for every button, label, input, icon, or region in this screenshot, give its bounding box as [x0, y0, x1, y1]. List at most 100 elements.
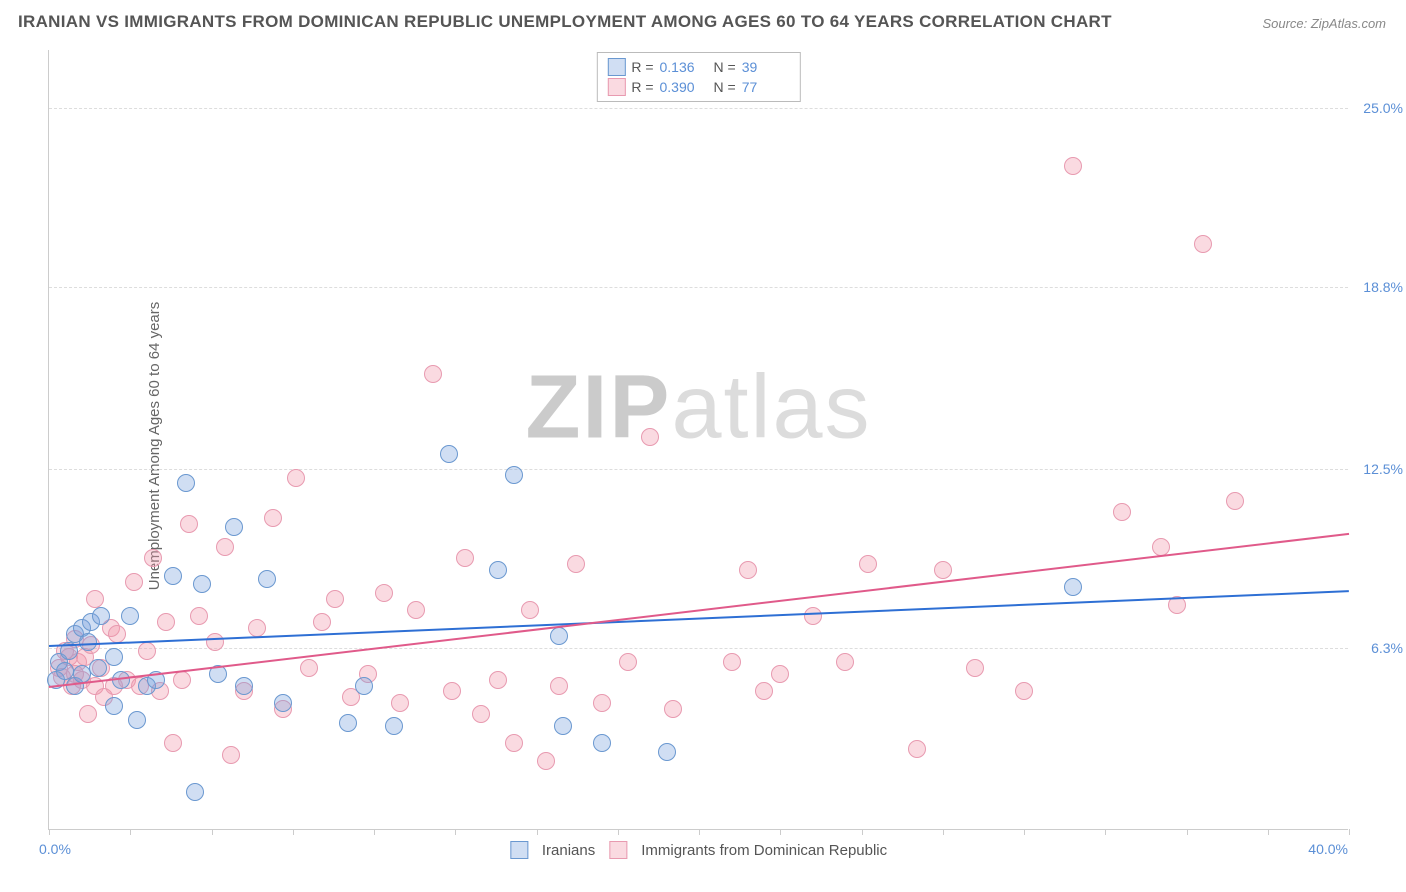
scatter-point-series2	[287, 469, 305, 487]
swatch-series2-icon	[607, 78, 625, 96]
legend-swatch-series1-icon	[510, 841, 528, 859]
scatter-point-series2	[144, 549, 162, 567]
scatter-point-series2	[1226, 492, 1244, 510]
x-tick	[1349, 829, 1350, 835]
scatter-point-series2	[222, 746, 240, 764]
legend: Iranians Immigrants from Dominican Repub…	[510, 841, 887, 859]
scatter-point-series2	[836, 653, 854, 671]
source-label: Source: ZipAtlas.com	[1262, 16, 1386, 31]
plot-area: ZIPatlas R = 0.136 N = 39 R = 0.390 N = …	[48, 50, 1348, 830]
scatter-point-series1	[225, 518, 243, 536]
scatter-point-series2	[934, 561, 952, 579]
scatter-point-series1	[105, 648, 123, 666]
gridline	[49, 469, 1348, 470]
scatter-point-series1	[355, 677, 373, 695]
scatter-point-series1	[505, 466, 523, 484]
scatter-point-series2	[79, 705, 97, 723]
scatter-point-series2	[771, 665, 789, 683]
scatter-point-series1	[489, 561, 507, 579]
scatter-point-series2	[859, 555, 877, 573]
gridline	[49, 648, 1348, 649]
scatter-point-series2	[1194, 235, 1212, 253]
x-tick	[130, 829, 131, 835]
scatter-point-series2	[407, 601, 425, 619]
scatter-point-series2	[593, 694, 611, 712]
scatter-point-series2	[173, 671, 191, 689]
scatter-point-series2	[966, 659, 984, 677]
stats-row-2: R = 0.390 N = 77	[607, 77, 789, 97]
scatter-point-series1	[593, 734, 611, 752]
x-tick	[780, 829, 781, 835]
scatter-point-series1	[339, 714, 357, 732]
scatter-point-series2	[300, 659, 318, 677]
scatter-point-series2	[264, 509, 282, 527]
scatter-point-series2	[804, 607, 822, 625]
scatter-point-series2	[248, 619, 266, 637]
scatter-point-series2	[755, 682, 773, 700]
x-tick	[618, 829, 619, 835]
scatter-point-series1	[177, 474, 195, 492]
scatter-point-series2	[619, 653, 637, 671]
x-tick	[1268, 829, 1269, 835]
scatter-point-series2	[138, 642, 156, 660]
trendline-series2	[49, 532, 1349, 687]
legend-label-series1: Iranians	[542, 842, 595, 859]
scatter-point-series2	[108, 625, 126, 643]
trendline-series1	[49, 590, 1349, 647]
x-axis-start-label: 0.0%	[39, 841, 71, 857]
scatter-point-series1	[186, 783, 204, 801]
scatter-point-series1	[274, 694, 292, 712]
x-tick	[862, 829, 863, 835]
chart-title: IRANIAN VS IMMIGRANTS FROM DOMINICAN REP…	[18, 12, 1112, 32]
scatter-point-series2	[216, 538, 234, 556]
scatter-point-series1	[128, 711, 146, 729]
watermark: ZIPatlas	[525, 357, 871, 460]
scatter-point-series1	[89, 659, 107, 677]
scatter-point-series1	[440, 445, 458, 463]
scatter-point-series2	[550, 677, 568, 695]
scatter-point-series1	[550, 627, 568, 645]
scatter-point-series1	[1064, 578, 1082, 596]
scatter-point-series2	[125, 573, 143, 591]
scatter-point-series1	[554, 717, 572, 735]
y-tick-label: 6.3%	[1371, 640, 1403, 656]
scatter-point-series2	[472, 705, 490, 723]
gridline	[49, 108, 1348, 109]
x-tick	[49, 829, 50, 835]
scatter-point-series2	[456, 549, 474, 567]
y-tick-label: 25.0%	[1363, 100, 1403, 116]
scatter-point-series2	[723, 653, 741, 671]
scatter-point-series2	[157, 613, 175, 631]
x-tick	[293, 829, 294, 835]
scatter-point-series2	[443, 682, 461, 700]
scatter-point-series1	[92, 607, 110, 625]
scatter-point-series2	[313, 613, 331, 631]
scatter-point-series2	[190, 607, 208, 625]
scatter-point-series2	[739, 561, 757, 579]
stats-box: R = 0.136 N = 39 R = 0.390 N = 77	[596, 52, 800, 102]
x-tick	[455, 829, 456, 835]
x-tick	[699, 829, 700, 835]
scatter-point-series2	[1064, 157, 1082, 175]
scatter-point-series2	[375, 584, 393, 602]
scatter-point-series2	[86, 590, 104, 608]
y-tick-label: 12.5%	[1363, 461, 1403, 477]
scatter-point-series2	[567, 555, 585, 573]
scatter-point-series2	[537, 752, 555, 770]
scatter-point-series2	[391, 694, 409, 712]
scatter-point-series1	[235, 677, 253, 695]
swatch-series1-icon	[607, 58, 625, 76]
legend-swatch-series2-icon	[609, 841, 627, 859]
gridline	[49, 287, 1348, 288]
scatter-point-series2	[206, 633, 224, 651]
scatter-point-series1	[164, 567, 182, 585]
x-tick	[212, 829, 213, 835]
scatter-point-series1	[385, 717, 403, 735]
scatter-point-series2	[505, 734, 523, 752]
scatter-point-series1	[121, 607, 139, 625]
scatter-point-series2	[908, 740, 926, 758]
x-tick	[537, 829, 538, 835]
scatter-point-series1	[193, 575, 211, 593]
scatter-point-series2	[164, 734, 182, 752]
x-tick	[943, 829, 944, 835]
